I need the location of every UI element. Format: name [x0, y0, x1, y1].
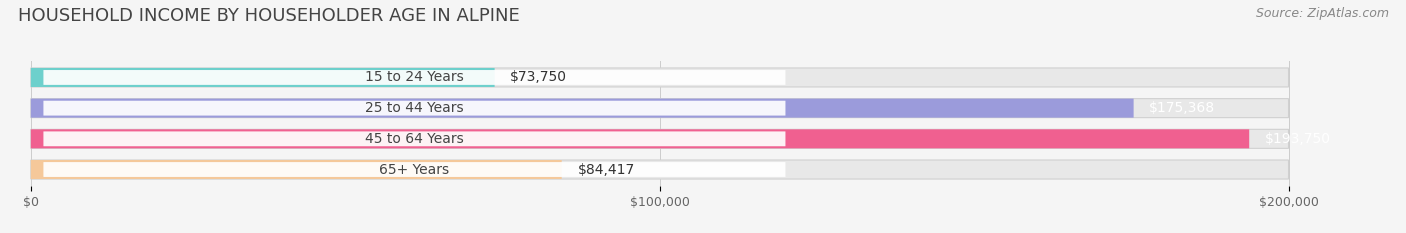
- FancyBboxPatch shape: [44, 131, 786, 146]
- Text: 45 to 64 Years: 45 to 64 Years: [366, 132, 464, 146]
- FancyBboxPatch shape: [44, 70, 786, 85]
- Text: $84,417: $84,417: [578, 163, 634, 177]
- Text: Source: ZipAtlas.com: Source: ZipAtlas.com: [1256, 7, 1389, 20]
- Text: 15 to 24 Years: 15 to 24 Years: [366, 70, 464, 84]
- FancyBboxPatch shape: [31, 99, 1288, 118]
- FancyBboxPatch shape: [31, 160, 561, 179]
- FancyBboxPatch shape: [44, 101, 786, 116]
- Text: $193,750: $193,750: [1265, 132, 1331, 146]
- FancyBboxPatch shape: [44, 162, 786, 177]
- FancyBboxPatch shape: [31, 129, 1288, 148]
- FancyBboxPatch shape: [31, 99, 1133, 118]
- Text: $175,368: $175,368: [1149, 101, 1215, 115]
- Text: $73,750: $73,750: [510, 70, 568, 84]
- FancyBboxPatch shape: [31, 68, 1288, 87]
- Text: 65+ Years: 65+ Years: [380, 163, 450, 177]
- FancyBboxPatch shape: [31, 160, 1288, 179]
- FancyBboxPatch shape: [31, 68, 495, 87]
- FancyBboxPatch shape: [31, 129, 1249, 148]
- Text: 25 to 44 Years: 25 to 44 Years: [366, 101, 464, 115]
- Text: HOUSEHOLD INCOME BY HOUSEHOLDER AGE IN ALPINE: HOUSEHOLD INCOME BY HOUSEHOLDER AGE IN A…: [18, 7, 520, 25]
